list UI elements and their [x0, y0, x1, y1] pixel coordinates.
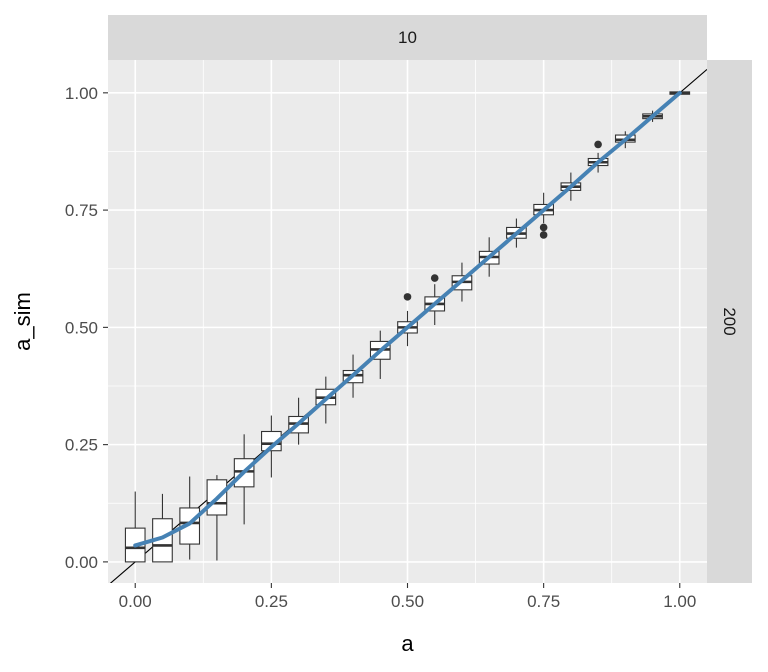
y-tick-label: 0.25	[65, 436, 98, 455]
smooth-trend-line	[133, 90, 682, 548]
outlier-point	[539, 231, 548, 239]
y-tick-label: 1.00	[65, 84, 98, 103]
outlier-point	[430, 274, 439, 282]
outlier-point	[594, 140, 602, 149]
x-axis-title: a	[401, 631, 414, 656]
facet-strip-right-label: 200	[720, 307, 739, 335]
facet-strip-right	[707, 60, 752, 583]
x-tick-label: 1.00	[663, 592, 696, 611]
box-group	[152, 493, 173, 563]
y-tick-label: 0.75	[65, 201, 98, 220]
x-tick-label: 0.75	[527, 592, 560, 611]
facet-strip-top	[108, 15, 707, 60]
x-tick-label: 0.50	[391, 592, 424, 611]
outlier-point	[403, 293, 412, 301]
facet-strip-top-label: 10	[398, 28, 417, 47]
y-axis: 0.00 0.25 0.50 0.75 1.00	[65, 84, 108, 572]
x-tick-label: 0.25	[255, 592, 288, 611]
data-layer	[109, 68, 707, 583]
y-axis-title: a_sim	[10, 292, 35, 351]
y-tick-label: 0.00	[65, 553, 98, 572]
x-axis: 0.00 0.25 0.50 0.75 1.00	[119, 583, 696, 611]
y-tick-label: 0.50	[65, 318, 98, 337]
outlier-point	[539, 223, 548, 232]
x-tick-label: 0.00	[119, 592, 152, 611]
